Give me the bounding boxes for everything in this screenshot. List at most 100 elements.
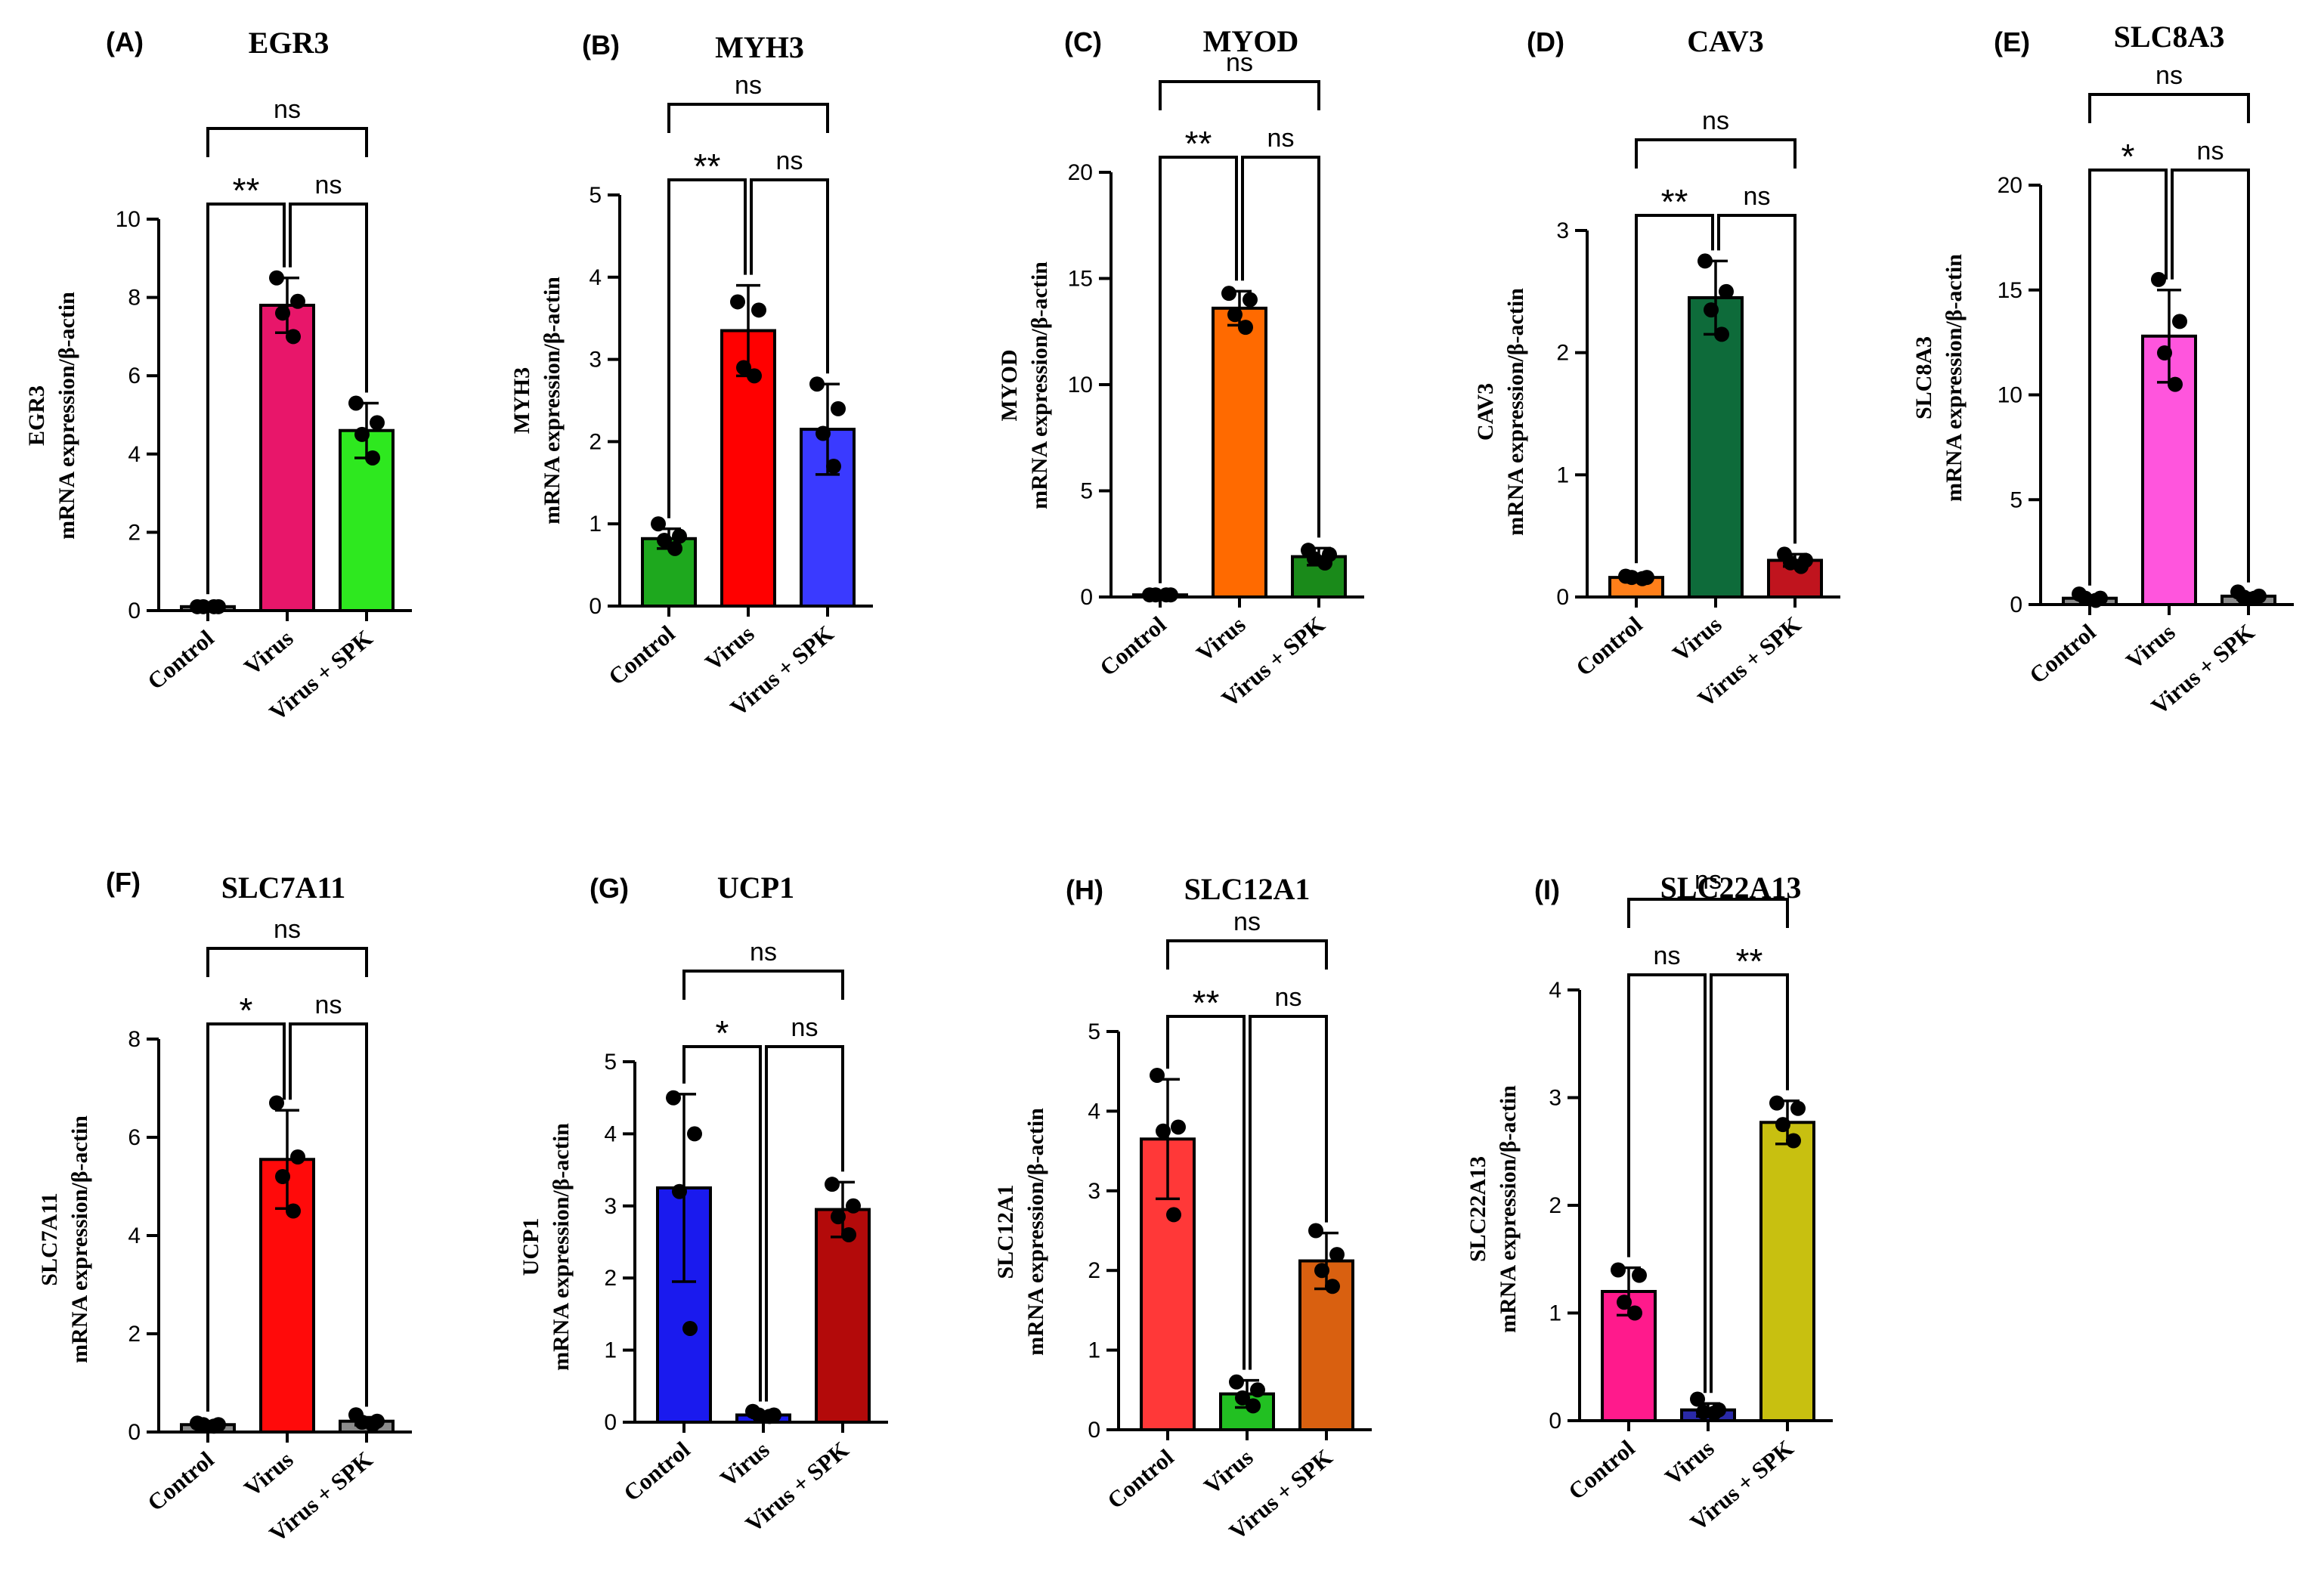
y-axis-label-text: mRNA expression/β-actin (1496, 1085, 1521, 1333)
significance-bracket (1159, 156, 1238, 583)
x-tick-label: Virus (1199, 1444, 1258, 1500)
significance-bracket (206, 947, 368, 977)
y-tick-label: 3 (589, 348, 602, 373)
y-tick-label: 4 (128, 1223, 141, 1248)
data-point (1714, 326, 1729, 342)
data-point (196, 598, 211, 614)
y-axis-label-text: mRNA expression/β-actin (54, 292, 79, 540)
significance-label: ns (1654, 942, 1681, 970)
significance-bracket (667, 103, 829, 133)
data-point (1697, 253, 1713, 269)
data-point (1227, 307, 1243, 323)
y-axis-label-gene: UCP1 (518, 1218, 543, 1276)
bar-virus (1212, 306, 1267, 598)
x-tick-label: Control (1094, 611, 1171, 681)
y-tick-label: 2 (589, 429, 602, 454)
data-point (826, 459, 841, 475)
panel-label: (C) (1064, 26, 1102, 57)
bar-virus (1688, 295, 1744, 598)
chart-title: MYH3 (715, 30, 804, 64)
data-point (1786, 1133, 1801, 1149)
y-axis-label-gene: EGR3 (24, 385, 49, 446)
data-point (687, 1126, 702, 1142)
y-tick-label: 4 (1549, 978, 1561, 1003)
data-point (275, 305, 290, 321)
significance-label: ns (1226, 48, 1253, 77)
y-tick-label: 0 (1556, 585, 1569, 610)
x-tick-label: Control (618, 1436, 695, 1506)
data-point (1243, 292, 1258, 308)
x-tick-label: Control (1571, 611, 1648, 681)
x-tick-label: Control (142, 624, 219, 694)
data-point (841, 1226, 856, 1242)
y-tick-label: 2 (604, 1266, 617, 1291)
y-axis-label: SLC12A1 mRNA expression/β-actin (993, 1108, 1048, 1356)
data-point (2157, 345, 2172, 360)
chart-title: SLC12A1 (1184, 872, 1311, 906)
y-axis-label: SLC8A3 mRNA expression/β-actin (1911, 254, 1967, 502)
y-tick-label: 20 (1068, 160, 1093, 185)
chart-title: CAV3 (1687, 24, 1764, 58)
y-tick-label: 2 (128, 1322, 141, 1347)
y-axis-label: EGR3 mRNA expression/β-actin (24, 292, 79, 540)
y-axis-label: SLC22A13 mRNA expression/β-actin (1465, 1085, 1521, 1333)
y-axis-label-gene: MYH3 (509, 367, 534, 434)
significance-label: * (240, 991, 253, 1030)
y-tick-label: 2 (1549, 1193, 1561, 1218)
data-point (736, 360, 751, 376)
significance-bracket (1627, 973, 1707, 1393)
y-tick-label: 0 (128, 1420, 141, 1445)
data-point (1314, 1263, 1329, 1279)
y-tick-label: 15 (1998, 278, 2022, 303)
significance-label: ** (1185, 124, 1212, 163)
data-point (1775, 1117, 1790, 1133)
data-point (1632, 1267, 1647, 1283)
y-axis-label-text: mRNA expression/β-actin (67, 1115, 92, 1363)
significance-bracket (1166, 939, 1328, 970)
data-point (815, 425, 831, 441)
data-point (846, 1198, 861, 1214)
panel-label: (I) (1534, 874, 1560, 905)
data-point (1156, 1123, 1171, 1139)
y-tick-label: 0 (1549, 1409, 1561, 1434)
panel-label: (F) (106, 867, 141, 898)
significance-bracket (667, 178, 747, 518)
y-tick-label: 8 (128, 1027, 141, 1052)
panel-label: (A) (106, 26, 144, 57)
significance-label: ** (694, 147, 721, 186)
significance-label: ns (2156, 61, 2183, 90)
significance-label: ** (233, 171, 260, 210)
significance-bracket (289, 1022, 368, 1407)
data-point (1308, 1223, 1323, 1239)
data-point (365, 1417, 380, 1433)
y-tick-label: 1 (1088, 1338, 1100, 1363)
significance-bracket (1166, 1015, 1246, 1370)
data-point (370, 415, 385, 431)
data-point (1159, 587, 1174, 603)
significance-bracket (682, 970, 844, 1000)
data-point (1617, 1294, 1632, 1310)
chart-title: UCP1 (717, 871, 794, 905)
significance-bracket (289, 203, 368, 393)
x-tick-label: Virus (239, 625, 298, 681)
significance-label: ns (274, 915, 301, 944)
data-point (682, 1320, 698, 1336)
y-tick-label: 1 (1549, 1301, 1561, 1326)
data-point (2247, 590, 2262, 606)
data-point (354, 426, 370, 442)
y-tick-label: 8 (128, 286, 141, 311)
significance-bracket (1159, 80, 1320, 110)
significance-bracket (1627, 898, 1789, 928)
x-tick-label: Control (603, 620, 680, 690)
data-point (809, 376, 825, 392)
data-point (1719, 283, 1734, 299)
significance-bracket (2088, 169, 2168, 586)
y-tick-label: 1 (604, 1338, 617, 1363)
data-point (1221, 286, 1236, 302)
y-axis-label-gene: SLC22A13 (1465, 1156, 1490, 1262)
